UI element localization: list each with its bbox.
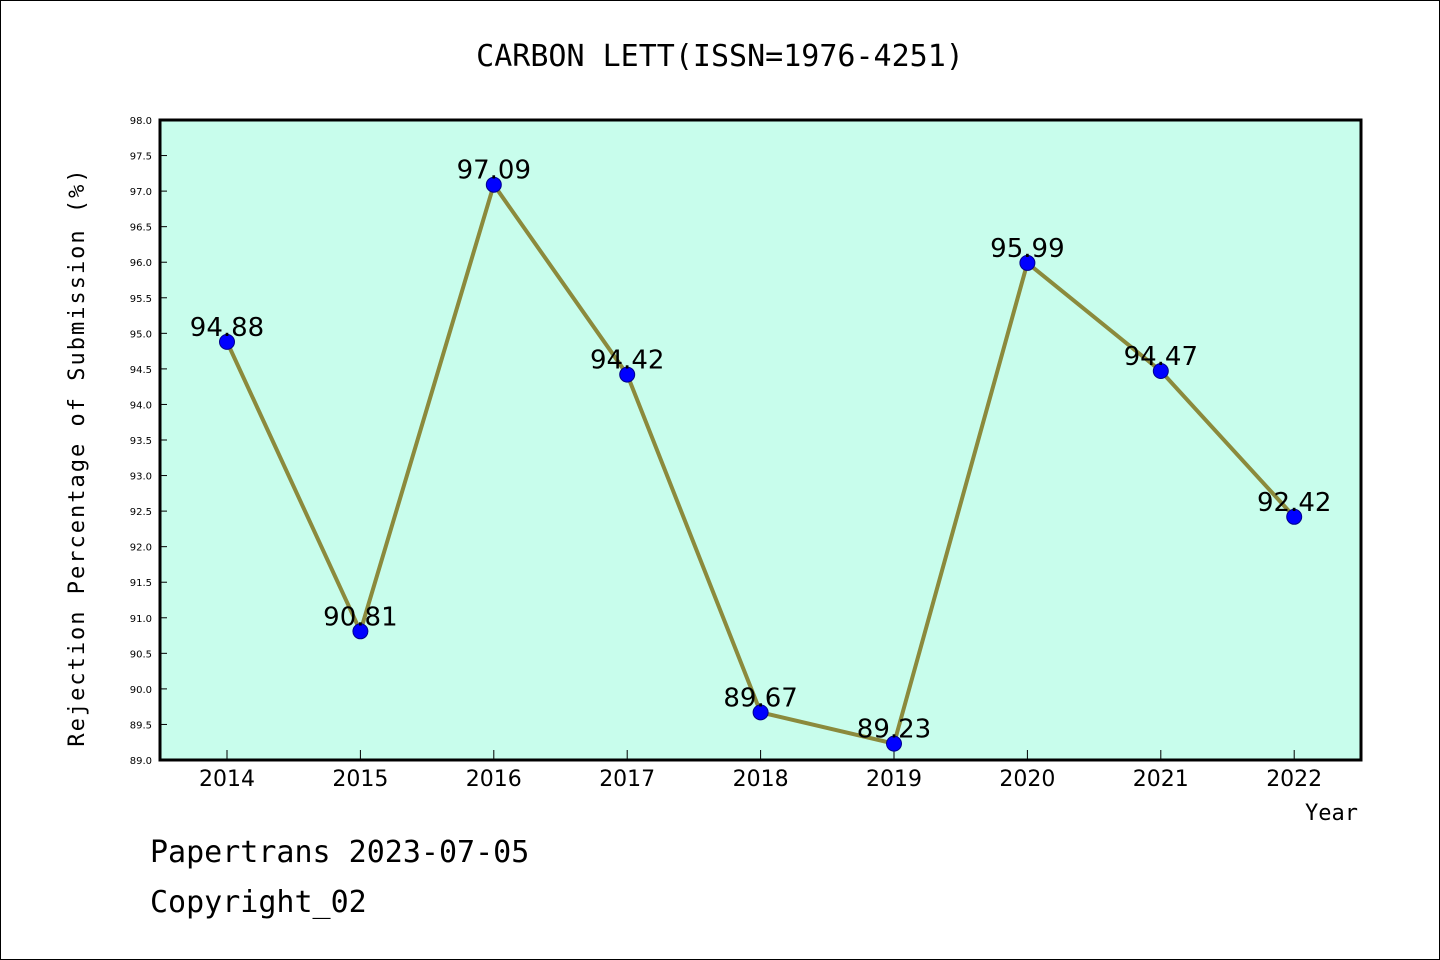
data-label: 92.42 (1257, 488, 1331, 518)
y-tick-label: 93.5 (130, 436, 152, 447)
footer-copyright: Copyright_02 (150, 885, 367, 920)
y-tick-label: 96.0 (130, 258, 152, 269)
y-tick-label: 94.5 (130, 365, 152, 376)
y-tick-label: 92.5 (130, 507, 152, 518)
x-tick-label: 2020 (999, 767, 1055, 792)
y-tick-label: 89.0 (130, 756, 152, 767)
data-label: 89.67 (723, 683, 797, 713)
data-labels: 94.88 90.81 97.09 94.42 89.67 89.23 95.99 94.47… (190, 156, 1332, 745)
data-label: 97.09 (457, 156, 531, 186)
data-point (219, 333, 235, 350)
data-label: 90.81 (323, 602, 397, 632)
data-point (1019, 254, 1036, 271)
y-axis-label: Rejection Percentage of Submission (%) (65, 167, 90, 746)
y-tick-label: 95.0 (130, 329, 152, 340)
x-tick-label: 2015 (332, 767, 388, 792)
y-tick-label: 94.0 (130, 400, 152, 411)
y-tick-label: 92.0 (130, 543, 152, 554)
y-tick-label: 97.5 (130, 152, 152, 163)
x-tick-label: 2014 (199, 767, 255, 792)
data-point (1152, 363, 1169, 380)
x-tick-label: 2019 (866, 767, 922, 792)
y-tick-label: 97.0 (130, 187, 152, 198)
data-label: 94.88 (190, 313, 264, 343)
x-tick-label: 2022 (1266, 767, 1322, 792)
plot-area (158, 118, 1363, 762)
y-tick-label: 91.5 (130, 578, 152, 589)
x-tick-label: 2021 (1133, 767, 1189, 792)
data-point (619, 366, 636, 383)
y-tick-label: 95.5 (130, 294, 152, 305)
y-tick-label: 90.0 (130, 685, 152, 696)
x-tick-label: 2017 (599, 767, 655, 792)
y-tick-label: 93.0 (130, 472, 152, 483)
data-point (485, 176, 502, 193)
x-tick-label: 2018 (733, 767, 789, 792)
data-point (1286, 508, 1303, 525)
y-tick-label: 98.0 (130, 116, 152, 127)
x-tick-label: 2016 (466, 767, 522, 792)
x-axis-label: Year (1305, 801, 1358, 826)
data-label: 95.99 (990, 234, 1064, 264)
x-axis-ticks: 2014 2015 2016 2017 2018 2019 2020 2021 2022 (199, 750, 1322, 792)
y-tick-label: 91.0 (130, 614, 152, 625)
data-label: 89.23 (857, 715, 931, 745)
y-tick-label: 96.5 (130, 223, 152, 234)
y-axis-ticks: 89.0 89.5 90.0 90.5 91.0 91.5 92.0 92.5 93.0 93.5… (130, 116, 167, 767)
data-point (886, 735, 902, 752)
data-point (752, 704, 769, 721)
data-point (352, 623, 369, 640)
chart-title: CARBON LETT(ISSN=1976-4251) (476, 39, 964, 74)
data-label: 94.47 (1124, 342, 1198, 372)
y-tick-label: 90.5 (130, 649, 152, 660)
data-markers (219, 176, 1303, 752)
data-label: 94.42 (590, 346, 664, 376)
y-tick-label: 89.5 (130, 720, 152, 731)
footer-date: Papertrans 2023-07-05 (150, 835, 530, 870)
